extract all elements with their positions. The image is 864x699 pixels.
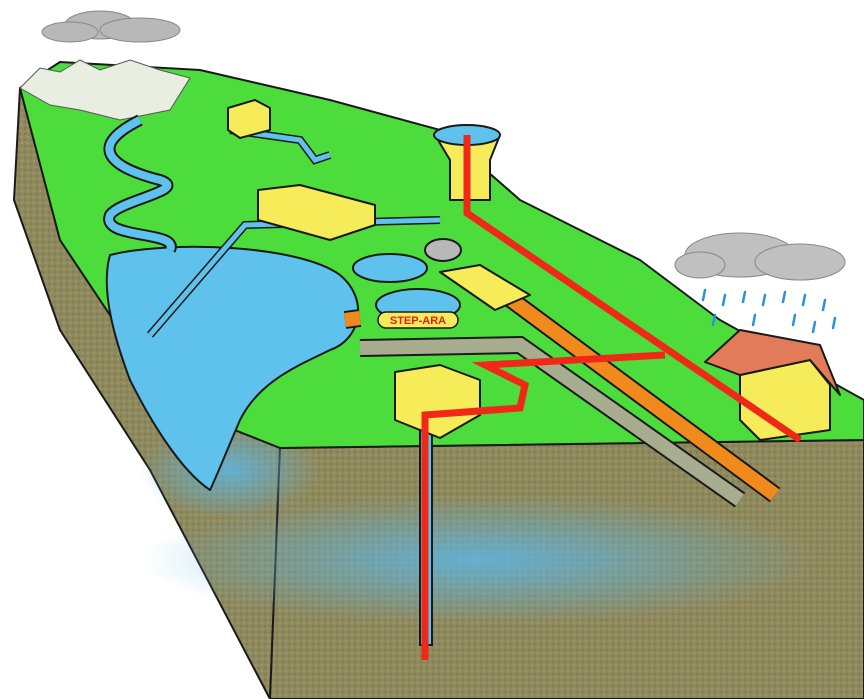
grey-pipe [359, 337, 745, 506]
rain-cloud [674, 232, 846, 281]
spring-house [227, 99, 271, 139]
orange-pipe [344, 289, 780, 501]
plant-label: STEP-ARA [390, 315, 446, 327]
house-roof [704, 329, 841, 396]
highlight-route [463, 135, 802, 443]
basin [439, 264, 531, 311]
pump-house [394, 364, 481, 439]
digester [424, 238, 462, 262]
plant-label-bg [377, 311, 459, 329]
treatment-plant [257, 184, 376, 241]
river [105, 116, 175, 252]
rain [701, 288, 837, 334]
cloud [41, 10, 181, 43]
clarifier [352, 253, 428, 283]
highlight-route [421, 351, 666, 660]
mountains [19, 59, 191, 121]
groundwater [140, 495, 820, 625]
